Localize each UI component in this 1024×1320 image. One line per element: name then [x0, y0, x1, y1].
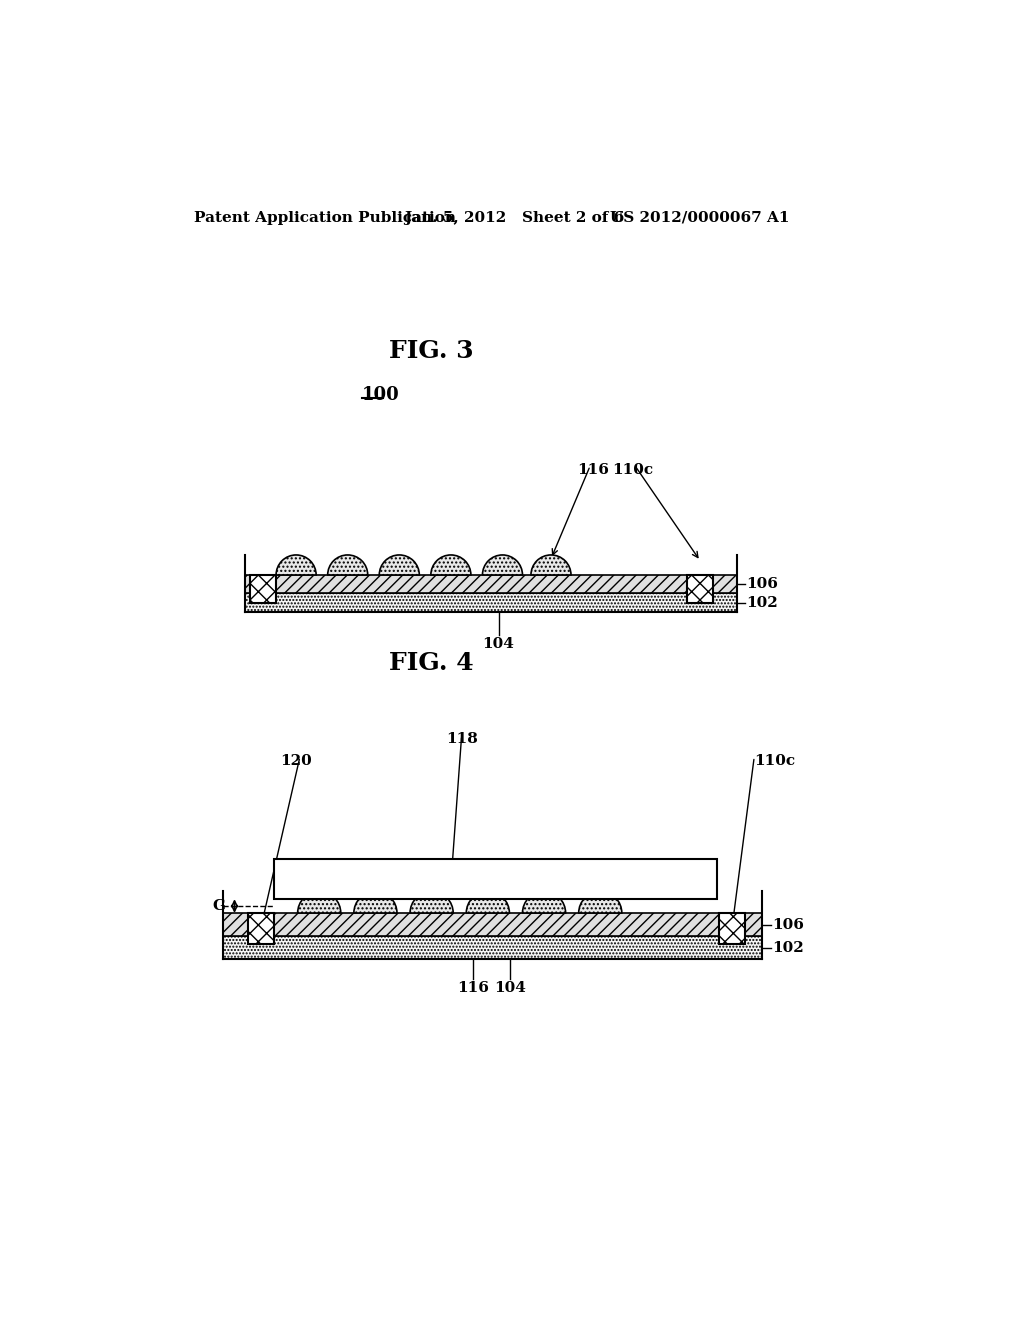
- Bar: [245, 594, 737, 612]
- Text: 102: 102: [772, 941, 804, 954]
- Text: 116: 116: [578, 462, 609, 477]
- Text: 106: 106: [746, 577, 778, 591]
- Text: 120: 120: [281, 754, 312, 768]
- Bar: [245, 576, 737, 594]
- Bar: [719, 913, 745, 944]
- Text: G: G: [212, 899, 225, 913]
- Wedge shape: [522, 891, 565, 913]
- Text: 106: 106: [772, 917, 804, 932]
- Wedge shape: [531, 554, 571, 576]
- Wedge shape: [579, 891, 622, 913]
- Text: 110c: 110c: [612, 462, 653, 477]
- Wedge shape: [379, 554, 419, 576]
- Text: 100: 100: [361, 385, 399, 404]
- Wedge shape: [354, 891, 397, 913]
- Wedge shape: [276, 554, 316, 576]
- Bar: [223, 913, 762, 936]
- Text: FIG. 3: FIG. 3: [388, 339, 473, 363]
- Wedge shape: [298, 891, 341, 913]
- Text: 104: 104: [482, 636, 514, 651]
- Bar: [248, 913, 273, 944]
- Bar: [250, 576, 276, 603]
- Text: US 2012/0000067 A1: US 2012/0000067 A1: [609, 211, 790, 224]
- Text: 118: 118: [445, 733, 477, 746]
- Text: 110c: 110c: [755, 754, 796, 768]
- Bar: [687, 576, 714, 603]
- Text: Jan. 5, 2012   Sheet 2 of 6: Jan. 5, 2012 Sheet 2 of 6: [403, 211, 625, 224]
- Wedge shape: [466, 891, 509, 913]
- Wedge shape: [410, 891, 454, 913]
- Text: 116: 116: [458, 981, 489, 995]
- Bar: [223, 936, 762, 960]
- Wedge shape: [431, 554, 471, 576]
- Wedge shape: [328, 554, 368, 576]
- Text: 104: 104: [495, 981, 526, 995]
- Text: 102: 102: [746, 595, 778, 610]
- Text: FIG. 4: FIG. 4: [388, 651, 473, 676]
- Wedge shape: [482, 554, 522, 576]
- Bar: [273, 859, 717, 899]
- Text: Patent Application Publication: Patent Application Publication: [194, 211, 456, 224]
